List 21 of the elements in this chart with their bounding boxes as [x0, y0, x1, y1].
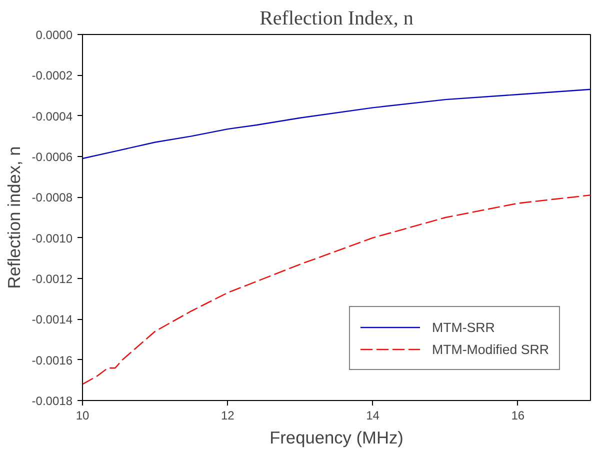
- line-series: [82, 194, 590, 385]
- y-tick-label: -0.0010: [32, 231, 73, 246]
- y-tick-label: -0.0014: [32, 312, 73, 327]
- y-tick-label: -0.0006: [32, 150, 73, 164]
- legend-label: MTM-Modified SRR: [432, 342, 549, 356]
- y-axis-title: Reflection index, n: [4, 146, 24, 289]
- legend-label: MTM-SRR: [432, 320, 495, 334]
- x-tick-label: 16: [511, 408, 525, 422]
- y-tick-label: -0.0004: [32, 109, 73, 124]
- y-tick-label: -0.0012: [32, 272, 73, 286]
- y-tick-label: 0.0000: [36, 28, 73, 42]
- y-tick-label: -0.0008: [32, 190, 73, 205]
- y-tick-label: -0.0016: [32, 353, 73, 368]
- x-axis-title: Frequency (MHz): [270, 428, 404, 448]
- chart-title: Reflection Index, n: [260, 8, 414, 30]
- y-tick-label: -0.0018: [32, 394, 73, 408]
- x-tick-label: 14: [366, 408, 380, 422]
- x-tick-label: 12: [220, 408, 235, 422]
- x-tick-label: 10: [76, 408, 90, 422]
- line-series: [82, 88, 590, 160]
- y-tick-label: -0.0002: [32, 68, 73, 83]
